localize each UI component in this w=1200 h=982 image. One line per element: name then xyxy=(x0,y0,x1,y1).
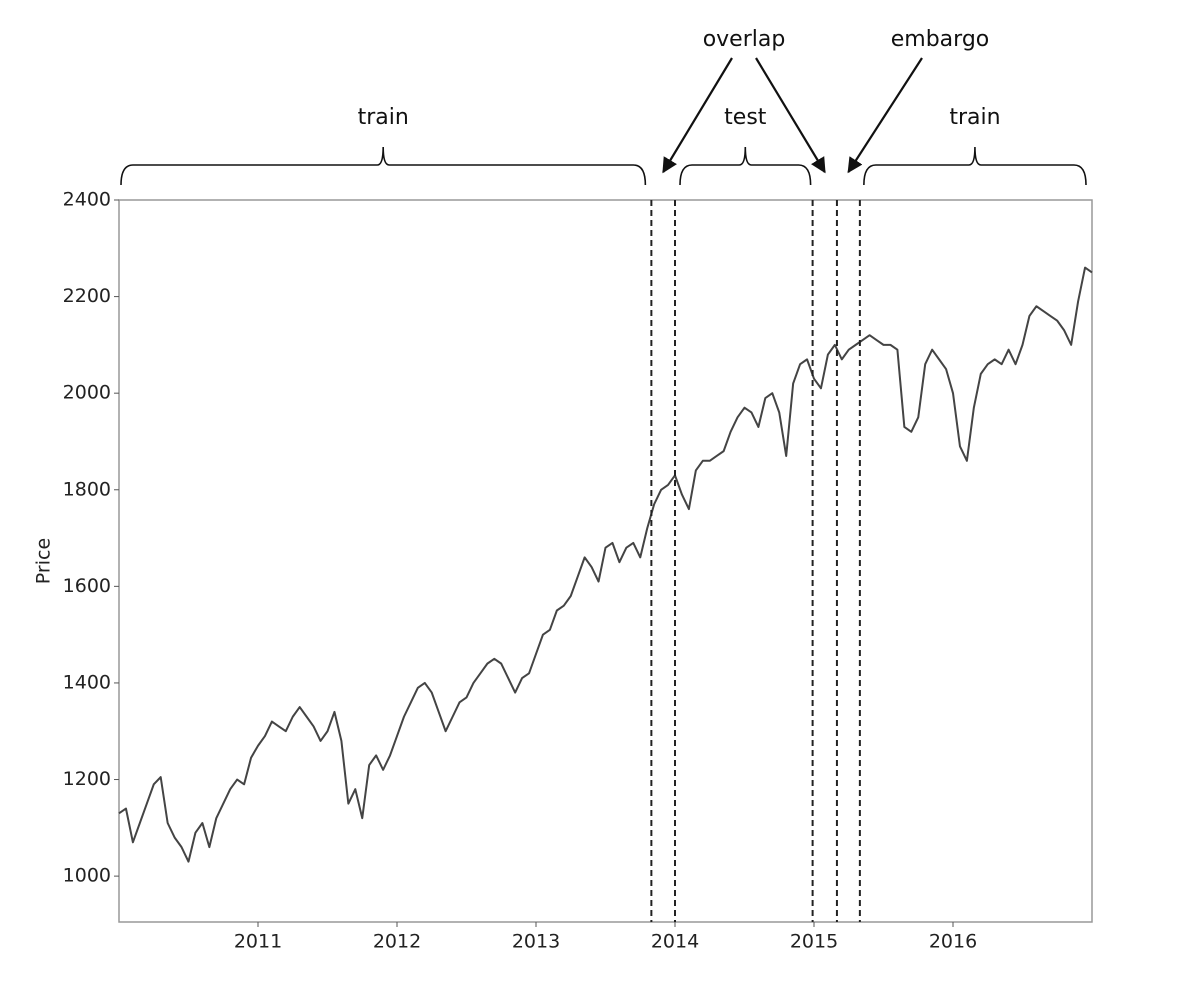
y-tick-label: 2000 xyxy=(63,382,111,404)
brace xyxy=(863,146,1087,186)
brace xyxy=(120,146,647,186)
y-tick-label: 1200 xyxy=(63,768,111,790)
x-tick-label: 2014 xyxy=(651,931,699,953)
y-axis-label: Price xyxy=(33,538,55,584)
x-tick-label: 2015 xyxy=(790,931,838,953)
arrow xyxy=(662,57,733,174)
y-tick-label: 2400 xyxy=(63,189,111,211)
brace-label: test xyxy=(724,105,767,130)
arrow-label: overlap xyxy=(703,27,786,52)
x-tick-label: 2012 xyxy=(373,931,421,953)
y-tick-label: 1600 xyxy=(63,575,111,597)
y-tick-label: 1000 xyxy=(63,865,111,887)
brace xyxy=(679,146,812,186)
arrow-label: embargo xyxy=(891,27,990,52)
x-tick-label: 2013 xyxy=(512,931,560,953)
arrow xyxy=(847,57,923,174)
y-tick-label: 1800 xyxy=(63,478,111,500)
x-tick-label: 2016 xyxy=(929,931,977,953)
arrow xyxy=(755,57,826,174)
brace-label: train xyxy=(949,105,1000,130)
x-tick-label: 2011 xyxy=(234,931,282,953)
y-tick-label: 1400 xyxy=(63,671,111,693)
y-tick-label: 2200 xyxy=(63,285,111,307)
plot-frame xyxy=(118,199,1093,923)
brace-label: train xyxy=(358,105,409,130)
price-line xyxy=(118,266,1093,863)
